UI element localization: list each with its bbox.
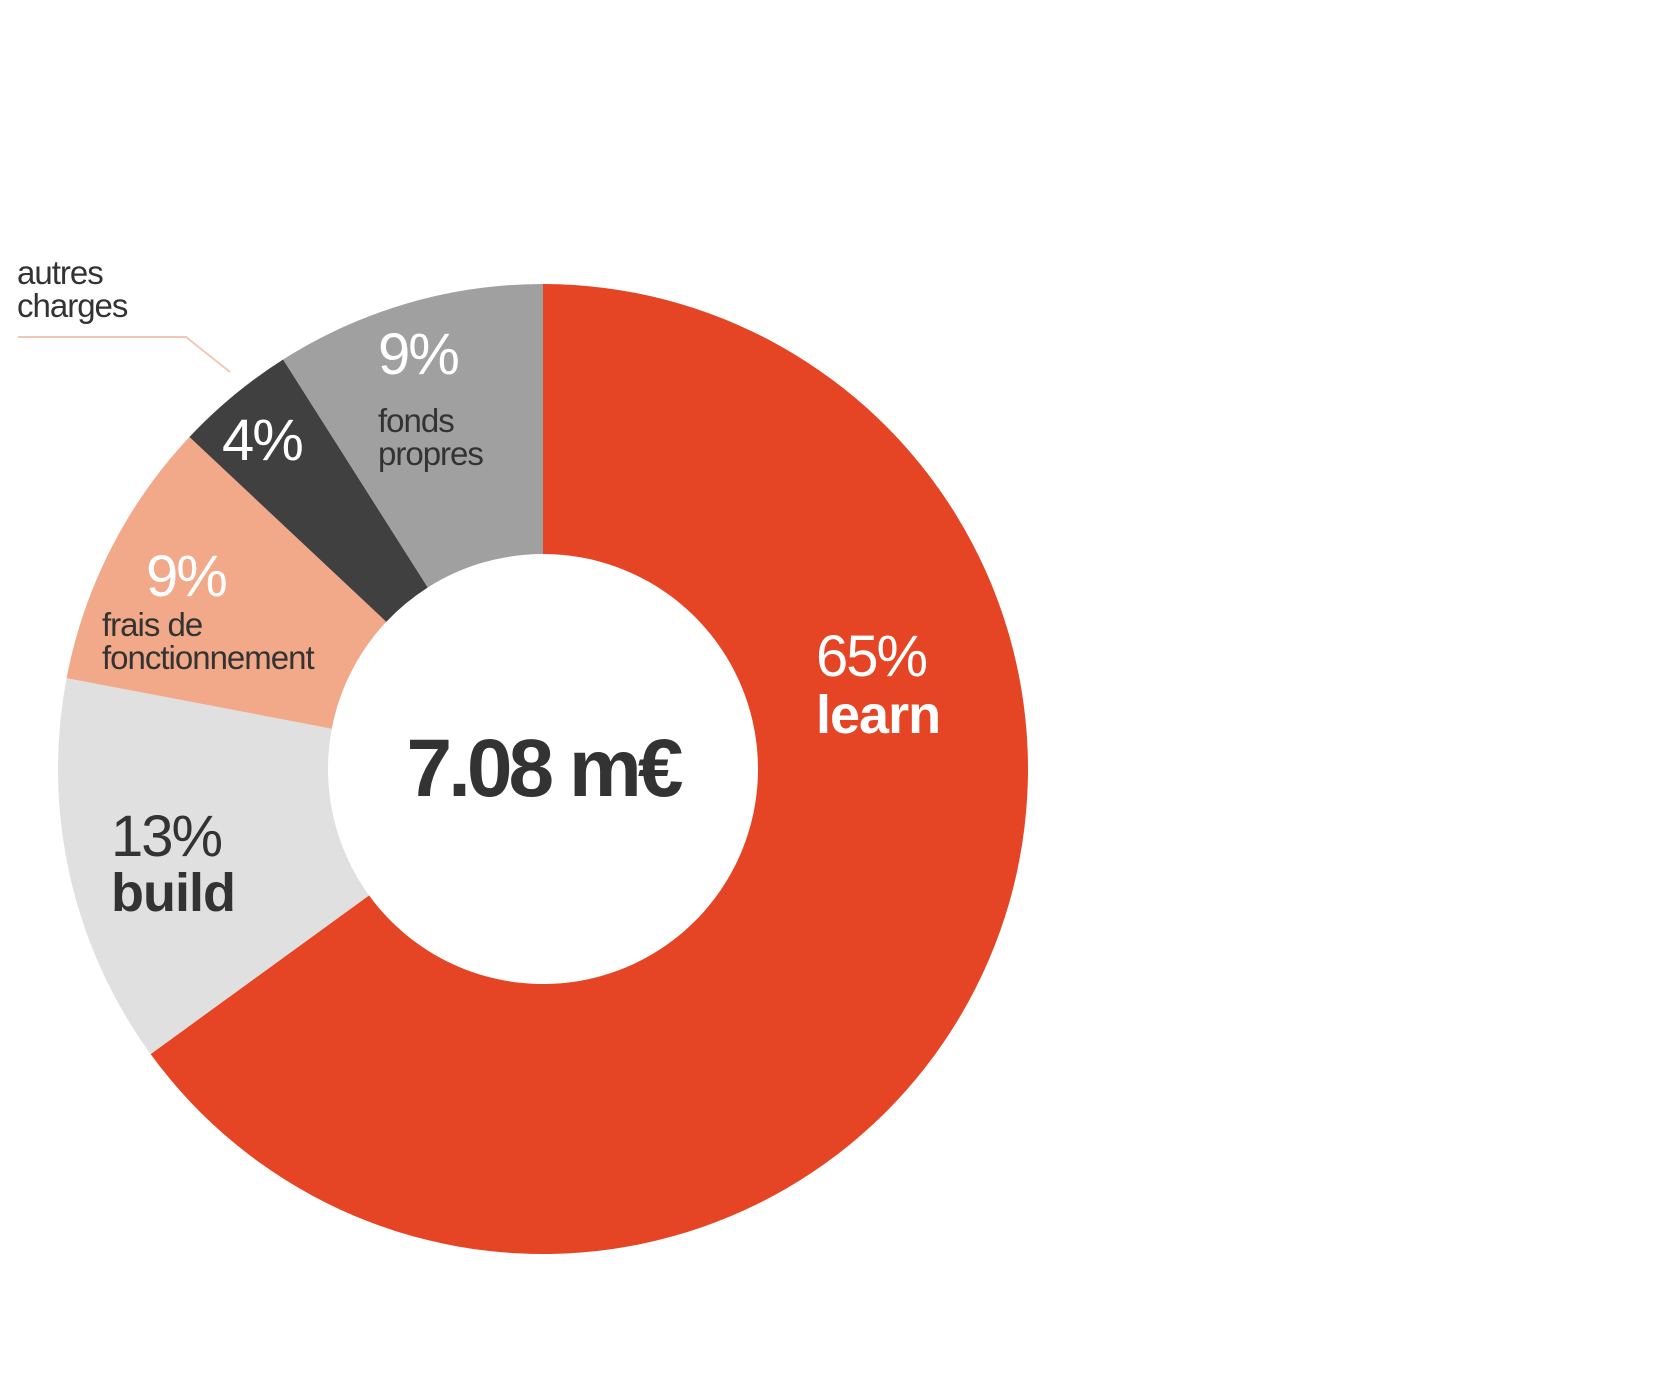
value-label: 65%: [816, 624, 928, 689]
center-label: 7.08 m€: [406, 723, 684, 814]
leader-line: [18, 336, 231, 373]
slice-label: frais de fonctionnement: [102, 606, 315, 676]
donut-slice: [66, 436, 387, 729]
donut-slice: [189, 359, 428, 622]
donut-slice: [58, 678, 370, 1055]
slice-label: build: [111, 863, 236, 923]
donut-slice: [283, 284, 543, 588]
slice-label: autres charges: [17, 254, 128, 324]
donut-slice: [150, 284, 1028, 1255]
slice-label: learn: [816, 685, 941, 745]
slice-label: fonds propres: [378, 402, 484, 472]
value-label: 4%: [222, 408, 304, 473]
value-label: 9%: [146, 544, 228, 609]
value-label: 13%: [111, 804, 223, 869]
value-label: 9%: [378, 322, 460, 387]
